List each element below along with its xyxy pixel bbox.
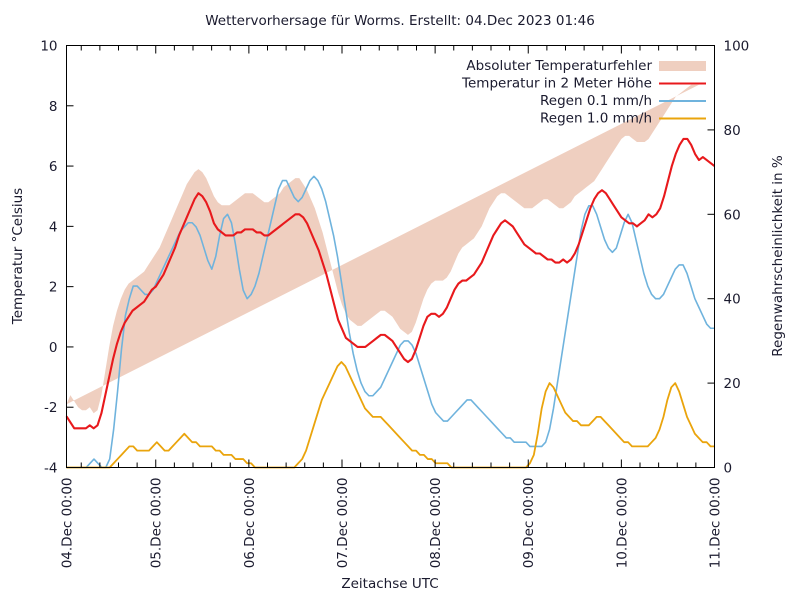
y-axis-title: Temperatur °Celsius <box>10 188 26 325</box>
x-tick-label: 08.Dec 00:00 <box>428 478 444 569</box>
y2-axis-title: Regenwahrscheinlichkeit in % <box>770 155 786 357</box>
legend-swatch-band <box>659 61 706 71</box>
y2-tick-label: 60 <box>724 207 741 223</box>
x-tick-label: 11.Dec 00:00 <box>708 478 724 569</box>
chart-title: Wettervorhersage für Worms. Erstellt: 04… <box>205 13 595 29</box>
series-line-rain10 <box>66 361 715 469</box>
x-tick-label: 10.Dec 00:00 <box>614 478 630 569</box>
y-tick-label: -4 <box>44 461 57 477</box>
y2-tick-label: 80 <box>724 123 741 139</box>
temperature-error-band <box>66 84 699 414</box>
x-tick-label: 06.Dec 00:00 <box>242 478 258 569</box>
y-tick-label: 4 <box>49 219 58 235</box>
y-axis-ticks: -4 -2 0 2 4 6 8 10 <box>40 39 74 477</box>
x-tick-label: 07.Dec 00:00 <box>335 478 351 569</box>
temperature-error-band-area <box>66 84 699 414</box>
series-lines <box>65 137 716 469</box>
y2-axis-ticks: 0 20 40 60 80 100 <box>707 39 750 477</box>
legend-label-rain10: Regen 1.0 mm/h <box>540 111 652 127</box>
x-axis-title: Zeitachse UTC <box>341 576 438 592</box>
y2-tick-label: 40 <box>724 292 741 308</box>
y-tick-label: 8 <box>49 99 58 115</box>
legend-label-rain01: Regen 0.1 mm/h <box>540 93 652 109</box>
legend-label-band: Absoluter Temperaturfehler <box>466 58 652 74</box>
series-line-rain01 <box>66 175 715 469</box>
y-tick-label: 0 <box>49 340 58 356</box>
chart-legend: Absoluter Temperaturfehler Temperatur in … <box>461 58 706 127</box>
y2-tick-label: 100 <box>724 39 750 55</box>
y2-tick-label: 20 <box>724 376 741 392</box>
series-line-temperature <box>65 137 716 430</box>
x-axis-ticks: 04.Dec 00:00 05.Dec 00:00 06.Dec 00:00 07.D… <box>60 45 724 569</box>
x-tick-label: 09.Dec 00:00 <box>521 478 537 569</box>
y-tick-label: -2 <box>44 400 57 416</box>
y-tick-label: 6 <box>49 159 58 175</box>
y2-tick-label: 0 <box>724 461 733 477</box>
x-tick-label: 04.Dec 00:00 <box>60 478 76 569</box>
plot-frame <box>66 45 715 468</box>
y-tick-label: 2 <box>49 280 58 296</box>
x-tick-label: 05.Dec 00:00 <box>149 478 165 569</box>
legend-label-temperature: Temperatur in 2 Meter Höhe <box>461 76 652 92</box>
y-tick-label: 10 <box>40 39 57 55</box>
